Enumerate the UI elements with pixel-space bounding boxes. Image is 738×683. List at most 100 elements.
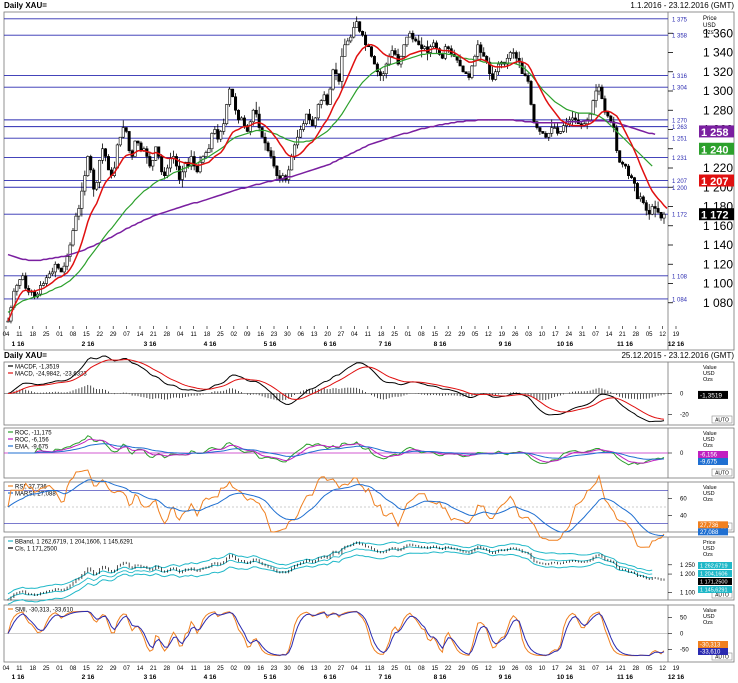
candle-body-216 [644, 202, 648, 211]
candle-body-177 [529, 81, 533, 105]
bottom-x-label-7: 22 [96, 666, 103, 672]
x-label-4: 01 [56, 332, 63, 338]
x-label-30: 01 [405, 332, 412, 338]
auto-box-1 [711, 468, 733, 477]
bb-tag-2 [698, 578, 732, 585]
candle-body-183 [547, 133, 551, 138]
candle-body-187 [559, 131, 563, 134]
y-tick-label-0: 1 080 [703, 296, 733, 310]
panel-unit-4-1: USD [703, 614, 715, 620]
candle-body-37 [115, 144, 119, 169]
hline-label-5: 1 263 [672, 125, 688, 131]
price-tag-0 [699, 125, 734, 138]
candle-body-90 [272, 156, 276, 167]
candle-body-41 [127, 131, 131, 151]
macd-value-tag-label: -1,3519 [700, 392, 722, 399]
candle-body-120 [361, 31, 365, 36]
bb-mid-line [7, 546, 653, 600]
panel-frame-3 [3, 536, 735, 601]
x-label-45: 14 [606, 332, 613, 338]
candle-body-86 [260, 127, 264, 138]
legend-text-1-1: ROC, -6,156 [15, 438, 49, 444]
candle-body-45 [139, 142, 143, 151]
x-label-27: 11 [365, 332, 372, 338]
bottom-x-label-13: 04 [177, 666, 184, 672]
bb-tag-label-0: 1 262,6719 [700, 564, 728, 570]
candle-body-97 [293, 144, 297, 157]
x-label-42: 24 [565, 332, 572, 338]
bottom-x-label-49: 12 [659, 666, 666, 672]
candle-body-215 [641, 196, 645, 203]
bottom-x-label-31: 08 [418, 666, 425, 672]
candle-body-219 [653, 206, 657, 209]
candle-body-79 [239, 117, 243, 121]
hline-label-11: 1 108 [672, 274, 688, 280]
candle-body-154 [461, 65, 465, 73]
candle-body-157 [470, 65, 474, 78]
candle-body-126 [378, 71, 382, 76]
candle-body-188 [562, 125, 566, 132]
candle-body-182 [544, 133, 548, 138]
bottom-x-label-12: 28 [163, 666, 170, 672]
candle-body-83 [251, 109, 255, 123]
bottom-x-label-6: 15 [83, 666, 90, 672]
bottom-x-label-28: 18 [378, 666, 385, 672]
x-label-49: 12 [659, 332, 666, 338]
candle-body-73 [222, 123, 226, 132]
x-label-23: 13 [311, 332, 318, 338]
candle-body-140 [420, 44, 424, 49]
bottom-x-month-1: 2 16 [82, 674, 95, 681]
auto-label-3: AUTO [715, 593, 729, 599]
price-tag-label-0: 1 258 [701, 127, 729, 139]
bb-tag-3 [698, 586, 732, 593]
candle-body-129 [387, 56, 391, 65]
ind-tick-label-3-1: 1 200 [680, 572, 696, 578]
x-label-38: 26 [512, 332, 519, 338]
candle-body-179 [535, 121, 539, 128]
bottom-x-label-37: 19 [498, 666, 505, 672]
candle-body-31 [98, 160, 102, 183]
candle-body-87 [263, 136, 267, 144]
candle-body-69 [210, 133, 214, 150]
bottom-x-month-2: 3 16 [144, 674, 157, 681]
candle-body-121 [364, 34, 368, 46]
candle-body-203 [606, 111, 610, 117]
y-tick-label-13: 1 340 [703, 46, 733, 60]
roc-tag-label-1: -9,675 [700, 460, 718, 466]
legend-text-4-0: SMI, -30,313, -33,610 [15, 608, 74, 614]
hline-label-2: 1 316 [672, 74, 688, 80]
candle-body-55 [169, 158, 173, 169]
candle-body-32 [101, 148, 105, 161]
candle-body-91 [275, 165, 279, 176]
bottom-x-label-10: 14 [137, 666, 144, 672]
price-tag-2 [699, 174, 734, 187]
candle-body-138 [414, 38, 418, 42]
ind-tick-label-2-0: 60 [680, 497, 687, 503]
candle-body-181 [541, 131, 545, 134]
y-tick-label-10: 1 280 [703, 103, 733, 117]
x-label-24: 20 [324, 332, 331, 338]
panel-unit-1-0: Value [703, 431, 717, 437]
candle-body-4 [18, 279, 22, 286]
candle-body-156 [467, 73, 471, 78]
smi-tag-1 [698, 648, 728, 655]
panel-unit-3-2: Ozs [703, 552, 713, 558]
candle-body-96 [290, 156, 294, 171]
x-label-36: 12 [485, 332, 492, 338]
x-label-41: 17 [552, 332, 559, 338]
bottom-x-label-25: 27 [338, 666, 345, 672]
candle-body-72 [219, 131, 223, 140]
candle-body-130 [390, 50, 394, 57]
bottom-x-label-27: 11 [365, 666, 372, 672]
bottom-x-label-0: 04 [3, 666, 10, 672]
candle-body-100 [301, 123, 305, 130]
x-month-2: 3 16 [144, 341, 157, 348]
hline-label-12: 1 084 [672, 297, 688, 303]
candle-body-99 [299, 129, 303, 138]
ind-tick-label-0-0: 0 [680, 392, 684, 398]
candle-body-145 [434, 42, 438, 49]
bottom-x-month-11: 12 16 [668, 674, 685, 681]
x-month-1: 2 16 [82, 341, 95, 348]
bottom-x-label-9: 07 [123, 666, 130, 672]
